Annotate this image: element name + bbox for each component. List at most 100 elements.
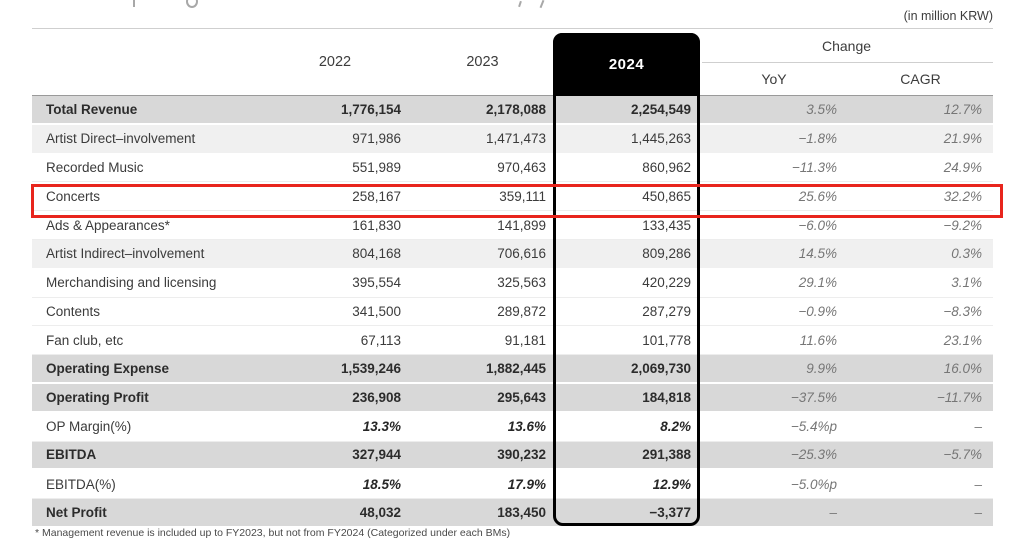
value-2024: 184,818 xyxy=(642,389,691,405)
row-label: Ads & Appearances* xyxy=(46,217,170,233)
row-label: Net Profit xyxy=(46,505,107,521)
value-2022: 18.5% xyxy=(362,476,401,492)
value-cagr: 16.0% xyxy=(943,361,982,377)
value-2023: 91,181 xyxy=(504,332,546,348)
value-2024: 420,229 xyxy=(642,275,691,291)
value-2023: 183,450 xyxy=(497,505,546,521)
value-cagr: – xyxy=(974,476,982,492)
value-2024: 450,865 xyxy=(642,188,691,204)
row-label: Artist Direct–involvement xyxy=(46,131,196,147)
table-row: Net Profit 48,032 183,450 −3,377 – – xyxy=(32,499,993,528)
value-2022: 1,539,246 xyxy=(340,361,401,377)
table-row: EBITDA 327,944 390,232 291,388 −25.3% −5.7% xyxy=(32,441,993,471)
table-row: Total Revenue 1,776,154 2,178,088 2,254,549… xyxy=(32,96,993,125)
value-yoy: 11.6% xyxy=(799,332,837,348)
value-yoy: 9.9% xyxy=(806,361,837,377)
value-2022: 67,113 xyxy=(360,332,401,348)
value-2024: 287,279 xyxy=(642,303,691,319)
table-row: Artist Indirect–involvement 804,168 706,61… xyxy=(32,239,993,269)
footnote: * Management revenue is included up to F… xyxy=(35,527,511,539)
value-2022: 395,554 xyxy=(352,275,401,291)
row-label: Artist Indirect–involvement xyxy=(46,246,205,262)
table-row: Operating Profit 236,908 295,643 184,818 −37… xyxy=(32,383,993,413)
value-2023: 1,471,473 xyxy=(485,131,546,147)
table-row: EBITDA(%) 18.5% 17.9% 12.9% −5.0%p – xyxy=(32,470,993,500)
value-yoy: −1.8% xyxy=(798,131,837,147)
value-yoy: −5.0%p xyxy=(790,476,837,492)
value-2024: 133,435 xyxy=(642,217,691,233)
row-label: Total Revenue xyxy=(46,101,138,117)
value-2022: 804,168 xyxy=(352,246,401,262)
value-yoy: – xyxy=(829,505,837,521)
value-2023: 289,872 xyxy=(497,303,546,319)
table-row: Concerts 258,167 359,111 450,865 25.6% 32.2% xyxy=(32,182,993,212)
row-label: OP Margin(%) xyxy=(46,419,132,435)
value-2022: 327,944 xyxy=(352,447,401,463)
unit-note: (in million KRW) xyxy=(903,9,993,23)
table-top-rule xyxy=(32,28,993,29)
value-2022: 13.3% xyxy=(362,419,401,435)
column-header-2024-label: 2024 xyxy=(608,56,645,73)
column-header-2024: 2024 xyxy=(553,33,700,96)
value-2024: 1,445,263 xyxy=(630,131,691,147)
value-cagr: −5.7% xyxy=(943,447,982,463)
value-2022: 341,500 xyxy=(352,303,401,319)
row-label: EBITDA(%) xyxy=(46,476,116,492)
value-yoy: −0.9% xyxy=(798,303,837,319)
table-row: Merchandising and licensing 395,554 325,56… xyxy=(32,268,993,298)
value-2024: 12.9% xyxy=(652,476,691,492)
value-2022: 48,032 xyxy=(359,505,401,521)
value-2022: 551,989 xyxy=(352,159,401,175)
table-row: Ads & Appearances* 161,830 141,899 133,435 −… xyxy=(32,211,993,240)
value-2022: 161,830 xyxy=(352,217,401,233)
column-header-2023: 2023 xyxy=(466,54,499,70)
cropped-title-fragment xyxy=(539,0,545,9)
row-label: Concerts xyxy=(46,188,101,204)
value-2024: 8.2% xyxy=(660,419,691,435)
value-yoy: 29.1% xyxy=(798,275,837,291)
row-label: EBITDA xyxy=(46,447,97,463)
value-yoy: 3.5% xyxy=(806,101,837,117)
value-yoy: 25.6% xyxy=(798,188,837,204)
change-header-rule xyxy=(702,62,993,63)
column-header-yoy: YoY xyxy=(761,71,787,87)
value-cagr: −11.7% xyxy=(936,389,982,405)
value-cagr: 32.2% xyxy=(943,188,982,204)
cropped-title-fragment xyxy=(133,0,135,7)
column-header-2022: 2022 xyxy=(318,54,352,70)
cropped-title-fragment xyxy=(186,0,198,8)
row-label: Operating Expense xyxy=(46,361,170,377)
row-label: Contents xyxy=(46,303,101,319)
value-yoy: −5.4%p xyxy=(790,419,837,435)
value-2023: 359,111 xyxy=(499,188,546,204)
value-yoy: −6.0% xyxy=(798,217,837,233)
value-2023: 17.9% xyxy=(507,476,546,492)
table-row: Artist Direct–involvement 971,986 1,471,47… xyxy=(32,124,993,154)
value-2023: 390,232 xyxy=(497,447,546,463)
value-2022: 258,167 xyxy=(352,188,401,204)
table-row: Recorded Music 551,989 970,463 860,962 −11.3… xyxy=(32,153,993,183)
value-2023: 970,463 xyxy=(497,159,546,175)
row-label: Merchandising and licensing xyxy=(46,275,217,291)
column-header-change: Change xyxy=(821,38,872,54)
value-yoy: 14.5% xyxy=(798,246,837,262)
row-label: Fan club, etc xyxy=(46,332,124,348)
cropped-title-fragment xyxy=(518,0,522,8)
row-label: Recorded Music xyxy=(46,159,144,175)
table-row: Operating Expense 1,539,246 1,882,445 2,069… xyxy=(32,355,993,384)
value-cagr: 23.1% xyxy=(943,332,982,348)
value-2023: 295,643 xyxy=(497,389,546,405)
value-yoy: −37.5% xyxy=(790,389,837,405)
value-cagr: 21.9% xyxy=(943,131,982,147)
value-2024: 291,388 xyxy=(642,447,691,463)
value-2024: 101,778 xyxy=(642,332,691,348)
value-2024: −3,377 xyxy=(649,505,691,521)
value-2022: 971,986 xyxy=(352,131,401,147)
value-yoy: −11.3% xyxy=(791,159,837,175)
value-2023: 325,563 xyxy=(497,275,546,291)
value-cagr: 0.3% xyxy=(951,246,982,262)
value-cagr: 24.9% xyxy=(943,159,982,175)
value-cagr: −9.2% xyxy=(943,217,982,233)
column-header-cagr: CAGR xyxy=(900,71,941,87)
value-2022: 1,776,154 xyxy=(340,101,401,117)
